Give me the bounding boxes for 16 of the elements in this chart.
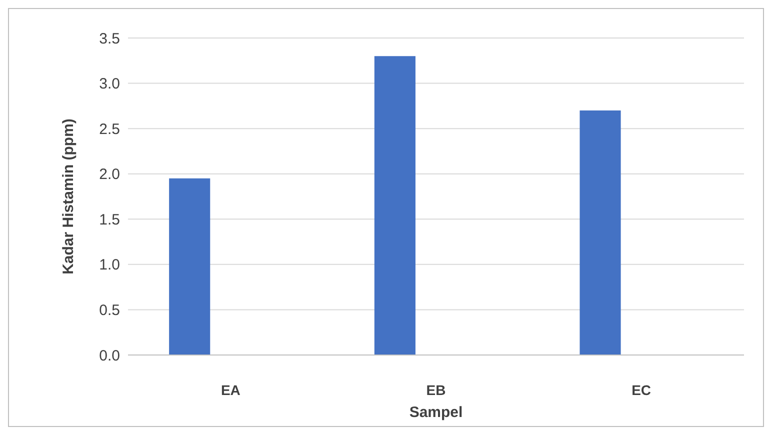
y-tick-label: 0.5 — [99, 302, 120, 319]
bar — [580, 110, 621, 355]
x-tick-label: EA — [220, 382, 240, 398]
x-tick-label: EB — [426, 382, 446, 398]
y-tick-label: 3.5 — [99, 30, 120, 48]
x-tick-label: EC — [632, 382, 652, 398]
y-tick-label: 3.0 — [99, 76, 120, 93]
y-tick-label: 1.5 — [99, 211, 120, 228]
bar — [169, 178, 210, 355]
y-tick-label: 1.0 — [99, 256, 120, 274]
y-tick-label: 2.5 — [99, 120, 120, 138]
x-axis-title: Sampel — [409, 404, 463, 421]
bar — [374, 56, 416, 355]
y-tick-label: 0.0 — [99, 347, 120, 364]
y-axis-title: Kadar Histamin (ppm) — [60, 118, 77, 274]
y-tick-label: 2.0 — [99, 166, 120, 184]
